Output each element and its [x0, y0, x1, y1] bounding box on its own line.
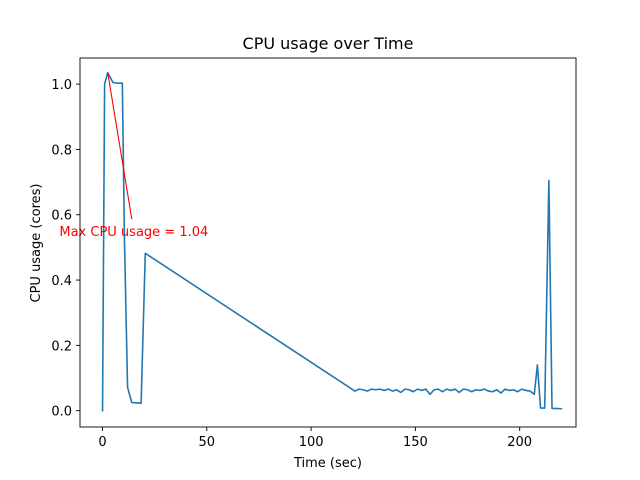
- y-tick-label: 0.2: [51, 339, 72, 354]
- y-tick-label: 1.0: [51, 78, 72, 93]
- y-tick-label: 0.0: [51, 405, 72, 420]
- x-axis-label: Time (sec): [293, 456, 362, 471]
- y-tick-label: 0.4: [51, 274, 72, 289]
- chart-title: CPU usage over Time: [243, 34, 414, 53]
- x-tick-label: 100: [299, 435, 324, 450]
- x-tick-label: 200: [507, 435, 532, 450]
- axes-frame: [79, 57, 577, 428]
- series-line-0: [101, 71, 563, 412]
- annotation-label: Max CPU usage = 1.04: [59, 225, 208, 240]
- x-tick-label: 150: [403, 435, 428, 450]
- y-axis-label: CPU usage (cores): [29, 184, 44, 303]
- plot-area: Max CPU usage = 1.04 0 50 100 150 200 0.0 0.2 0.…: [51, 57, 577, 450]
- x-tick-label: 50: [199, 435, 216, 450]
- y-tick-label: 0.6: [51, 209, 72, 224]
- annotation-arrow: [107, 72, 133, 220]
- y-tick-label: 0.8: [51, 143, 72, 158]
- x-tick-label: 0: [98, 435, 106, 450]
